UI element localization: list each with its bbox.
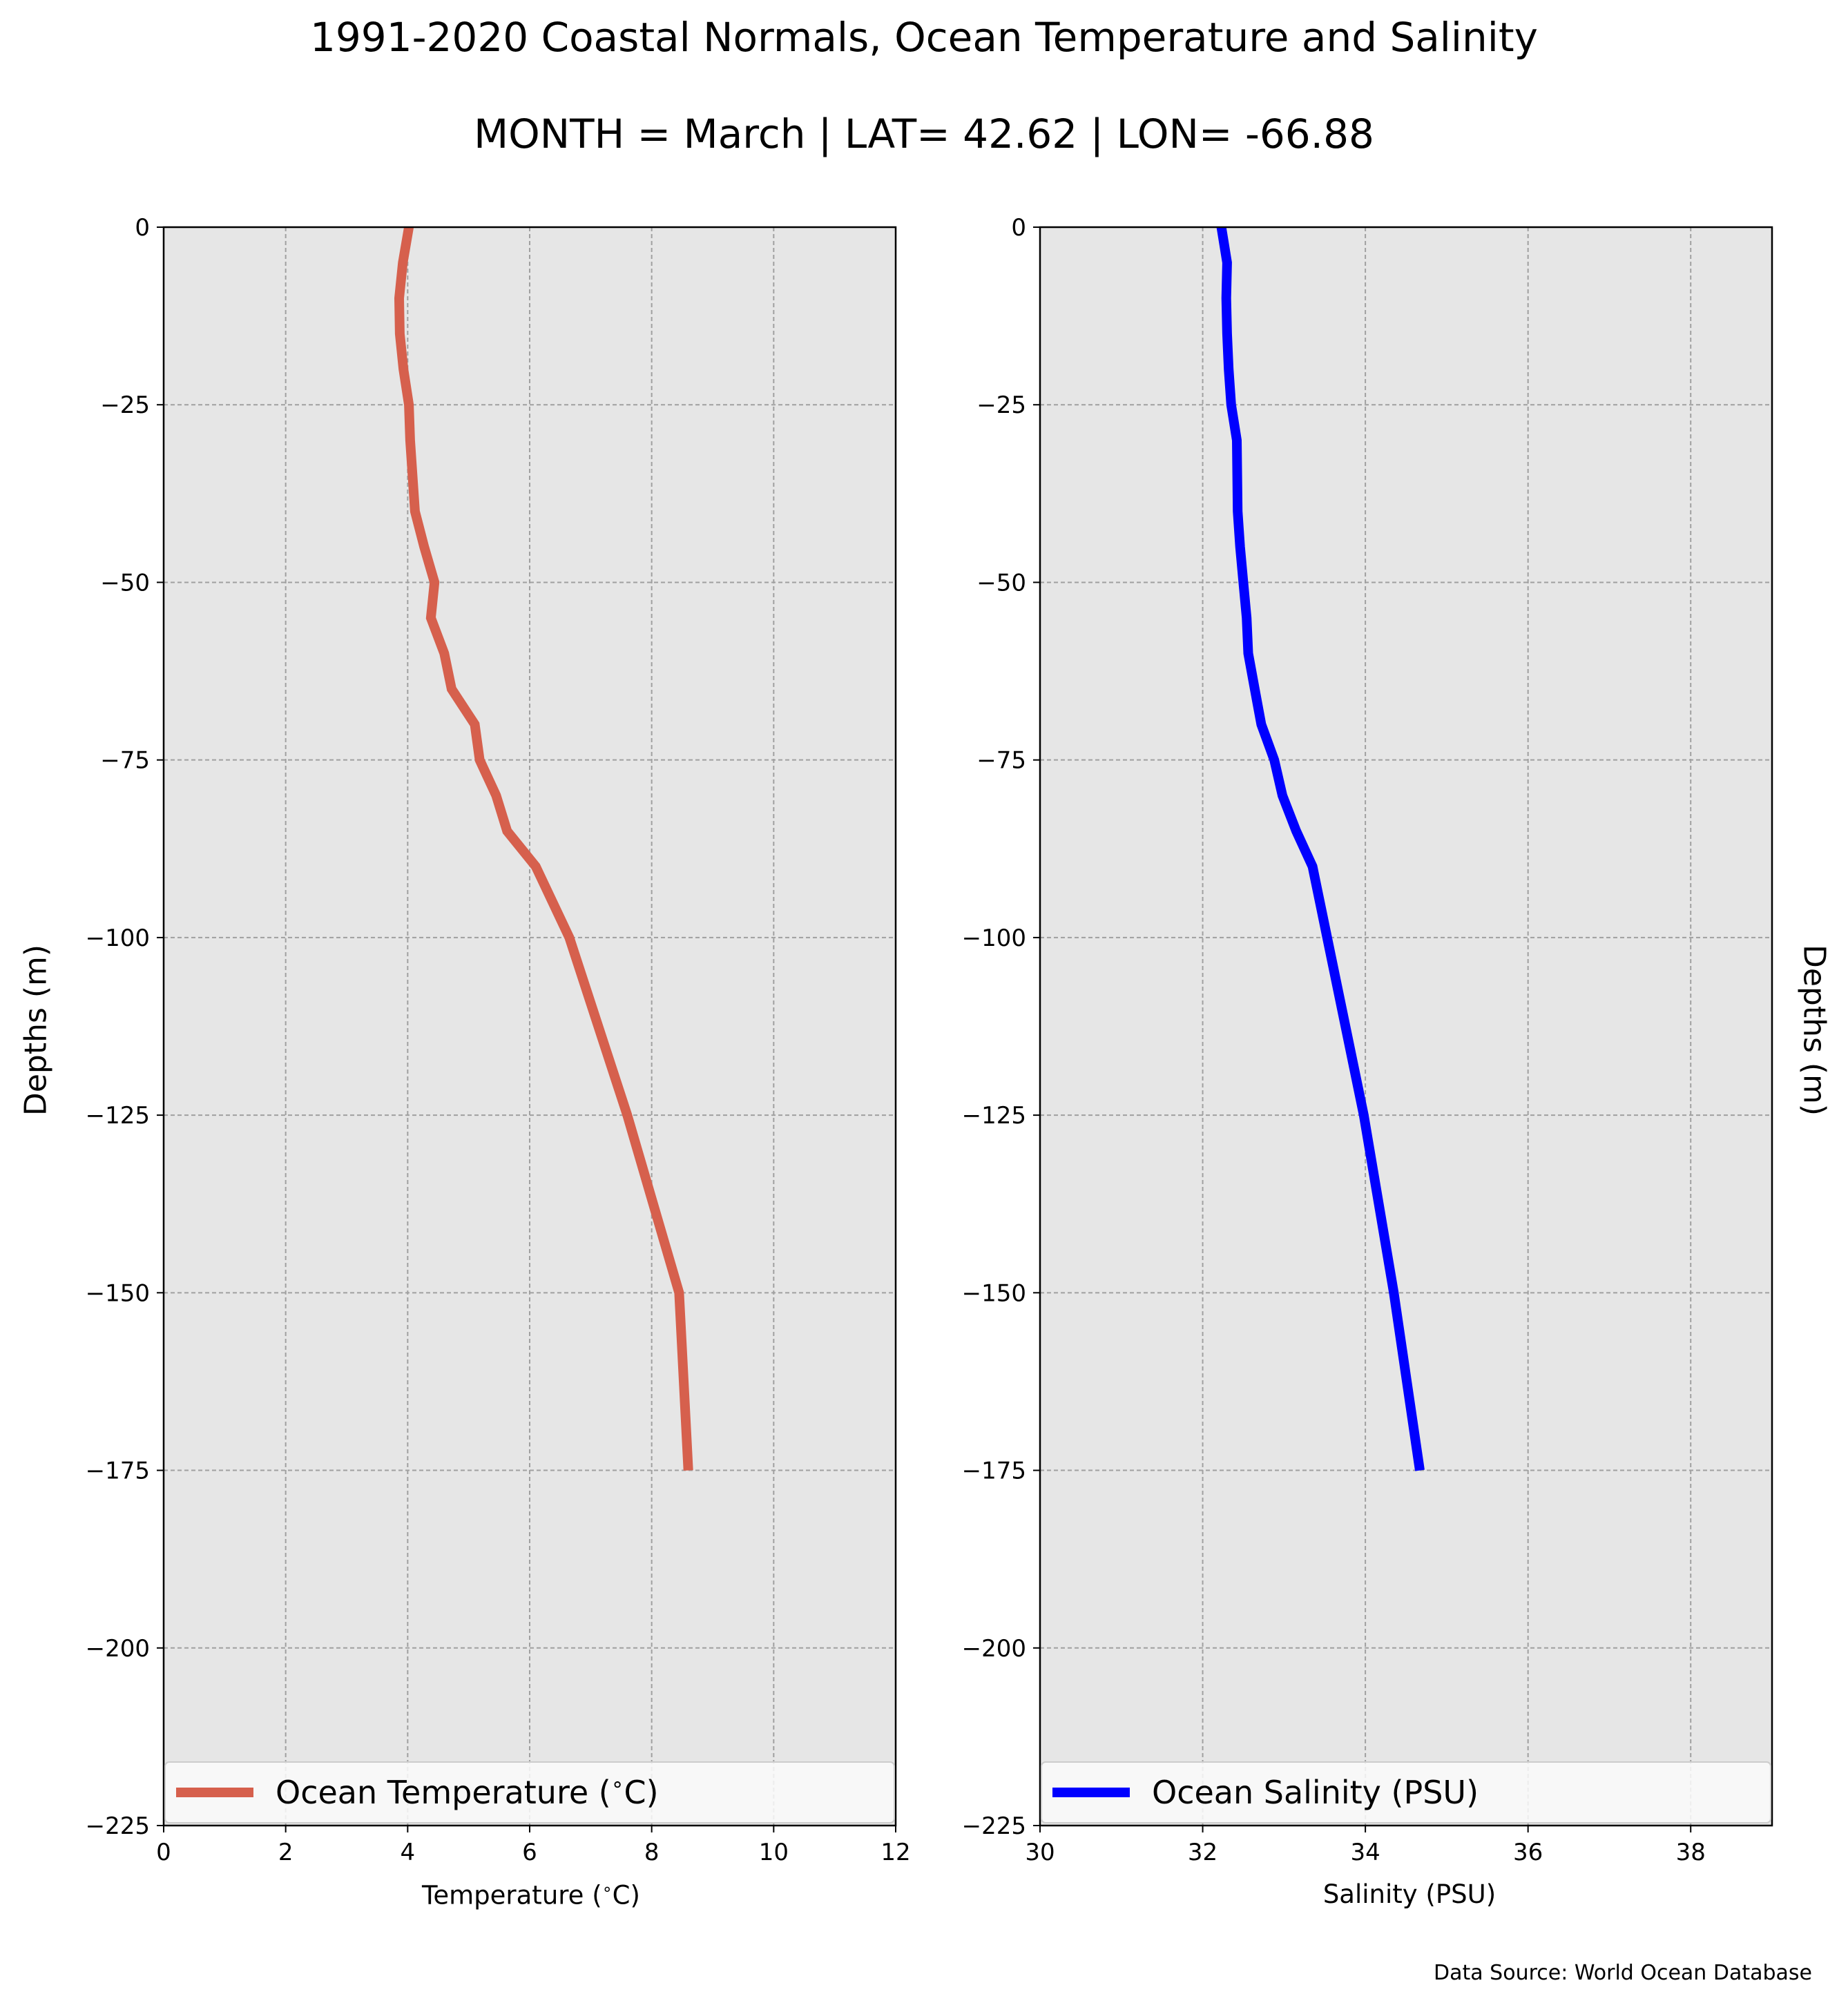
salinity-y-tick-label: −50	[976, 569, 1026, 597]
salinity-y-tick-label: −175	[962, 1458, 1026, 1485]
salinity-legend-label: Ocean Salinity (PSU)	[1152, 1774, 1479, 1811]
temperature-x-tick-label: 4	[401, 1839, 416, 1866]
temperature-x-tick-label: 12	[880, 1839, 910, 1866]
temperature-x-tick-label: 6	[522, 1839, 537, 1866]
temperature-y-tick-label: −175	[86, 1458, 150, 1485]
salinity-y-tick-label: 0	[1011, 214, 1026, 242]
temperature-x-tick-label: 10	[759, 1839, 789, 1866]
temperature-y-tick-label: −50	[100, 569, 150, 597]
temperature-y-tick-label: −225	[86, 1812, 150, 1840]
salinity-y-tick-label: −25	[976, 391, 1026, 419]
temperature-y-tick-label: 0	[135, 214, 150, 242]
salinity-y-tick-label: −225	[962, 1812, 1026, 1840]
temperature-y-tick-label: −25	[100, 391, 150, 419]
temperature-axes-frame	[162, 226, 897, 1827]
y-axis-label-right: Depths (m)	[1796, 944, 1832, 1116]
temperature-x-tick-label: 2	[278, 1839, 293, 1866]
temperature-y-tick-label: −75	[100, 747, 150, 775]
temperature-y-tick-label: −125	[86, 1102, 150, 1130]
salinity-x-tick-label: 36	[1513, 1839, 1543, 1866]
salinity-plot-area	[1040, 227, 1772, 1826]
chart-title: 1991-2020 Coastal Normals, Ocean Tempera…	[310, 14, 1538, 61]
salinity-legend: Ocean Salinity (PSU)	[1041, 1761, 1771, 1823]
salinity-x-tick-label: 32	[1188, 1839, 1217, 1866]
salinity-y-tick-label: −75	[976, 747, 1026, 775]
temperature-y-tick-label: −100	[86, 925, 150, 952]
x-axis-label-salinity: Salinity (PSU)	[1322, 1879, 1496, 1909]
x-axis-label-temperature: Temperature (∘C)	[422, 1879, 640, 1910]
salinity-x-tick-label: 38	[1676, 1839, 1706, 1866]
y-axis-label-left: Depths (m)	[18, 944, 54, 1116]
salinity-y-tick-label: −200	[962, 1635, 1026, 1663]
salinity-x-tick-label: 34	[1350, 1839, 1380, 1866]
salinity-axes-frame	[1039, 226, 1773, 1827]
salinity-y-tick-label: −125	[962, 1102, 1026, 1130]
temperature-legend-label: Ocean Temperature (∘C)	[276, 1772, 659, 1811]
temperature-legend: Ocean Temperature (∘C)	[164, 1761, 895, 1823]
temperature-legend-box	[164, 1761, 895, 1823]
salinity-series-line	[1216, 226, 1425, 1471]
temperature-plot-area	[164, 227, 896, 1826]
chart-subtitle: MONTH = March | LAT= 42.62 | LON= -66.88	[474, 110, 1374, 157]
temperature-y-tick-label: −150	[86, 1279, 150, 1307]
salinity-x-tick-label: 30	[1025, 1839, 1055, 1866]
salinity-y-tick-label: −150	[962, 1279, 1026, 1307]
temperature-y-tick-label: −200	[86, 1635, 150, 1663]
data-source-note: Data Source: World Ocean Database	[1434, 1961, 1812, 1985]
temperature-x-tick-label: 0	[156, 1839, 171, 1866]
salinity-y-tick-label: −100	[962, 925, 1026, 952]
temperature-series-line	[394, 226, 693, 1471]
salinity-legend-box	[1041, 1761, 1771, 1823]
temperature-x-tick-label: 8	[644, 1839, 660, 1866]
